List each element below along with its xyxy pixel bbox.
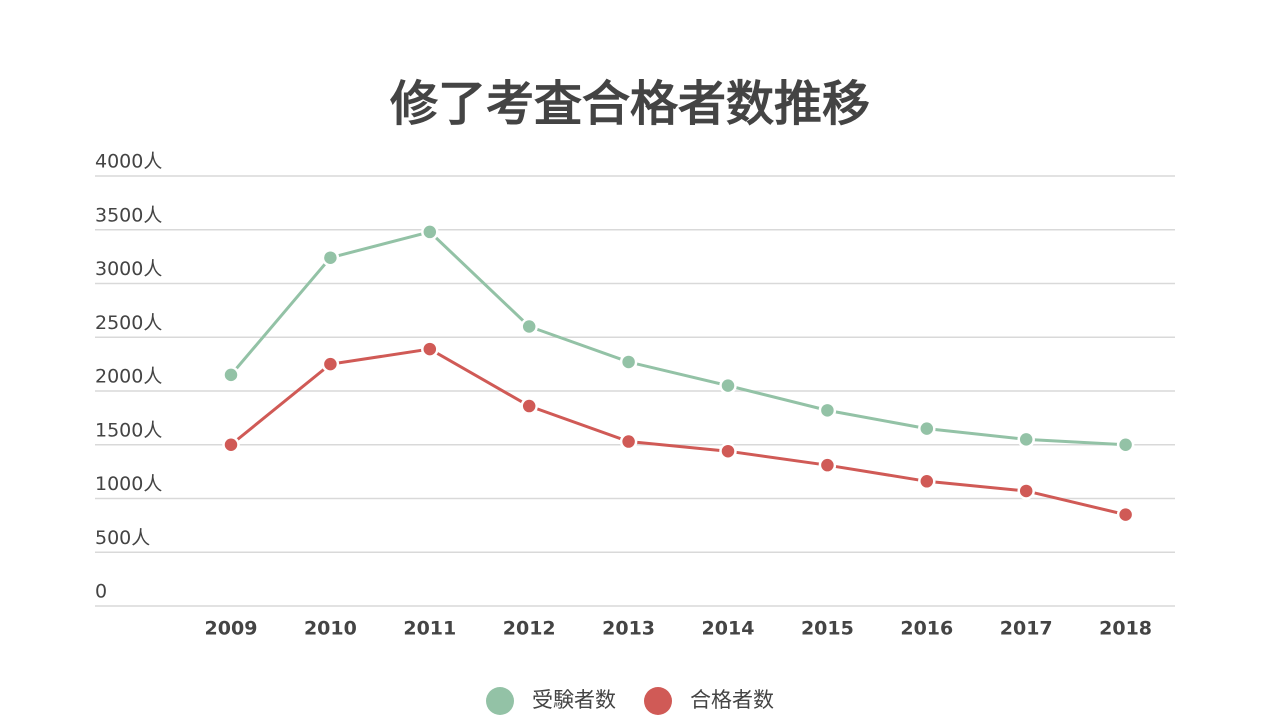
data-point	[520, 397, 538, 415]
data-point	[918, 419, 936, 438]
data-point	[619, 353, 638, 371]
y-tick-label: 500人	[95, 527, 150, 549]
data-point	[1116, 436, 1135, 454]
y-tick-label: 3000人	[95, 258, 162, 280]
x-tick-label: 2012	[503, 618, 556, 640]
data-point	[321, 248, 340, 267]
y-tick-label: 3500人	[95, 204, 162, 226]
data-point	[719, 442, 737, 460]
data-point	[421, 340, 439, 358]
legend-label: 合格者数	[690, 688, 774, 712]
data-point	[818, 401, 837, 420]
x-tick-label: 2016	[900, 618, 953, 640]
legend-label: 受験者数	[532, 688, 616, 712]
data-point	[619, 432, 638, 451]
data-point	[918, 472, 936, 491]
x-tick-label: 2009	[205, 618, 258, 640]
data-point	[421, 223, 439, 241]
y-tick-label: 2000人	[95, 366, 162, 388]
data-point	[222, 436, 240, 454]
series-line	[230, 347, 1126, 517]
series-line	[229, 230, 1126, 447]
data-point	[818, 456, 837, 474]
data-point	[1017, 482, 1035, 500]
y-tick-label: 4000人	[95, 151, 162, 173]
x-tick-label: 2017	[1000, 618, 1053, 640]
legend-marker	[644, 687, 672, 715]
data-point	[719, 376, 737, 395]
data-point	[1017, 430, 1035, 449]
chart-title: 修了考査合格者数推移	[390, 76, 870, 132]
x-tick-label: 2013	[602, 618, 655, 640]
legend-marker	[486, 687, 514, 715]
data-point	[222, 366, 240, 384]
data-point	[520, 317, 538, 336]
y-tick-label: 2500人	[95, 312, 162, 334]
x-tick-label: 2011	[403, 618, 456, 640]
y-tick-label: 1000人	[95, 473, 162, 495]
x-tick-label: 2018	[1099, 618, 1152, 640]
x-tick-label: 2010	[304, 618, 357, 640]
x-tick-label: 2014	[702, 618, 755, 640]
y-tick-label: 1500人	[95, 419, 162, 441]
data-point	[321, 355, 340, 373]
data-point	[1116, 505, 1135, 524]
x-tick-label: 2015	[801, 618, 854, 640]
y-tick-label: 0	[95, 581, 107, 603]
